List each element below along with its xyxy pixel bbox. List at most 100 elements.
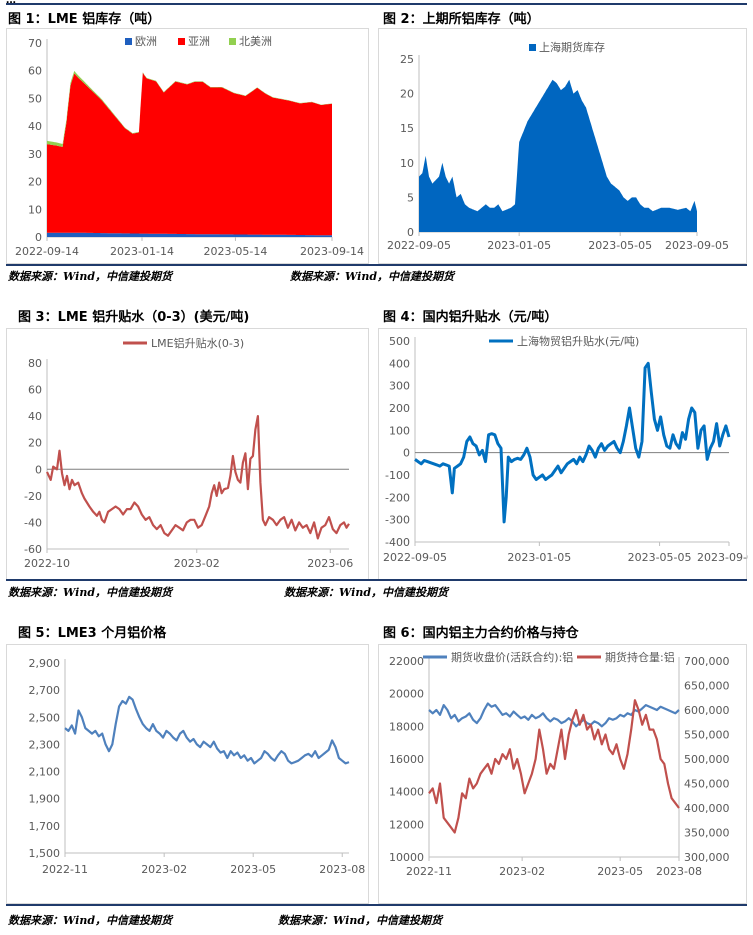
fig4-x-tick: 2023-05-05	[628, 551, 692, 564]
fig1-legend-swatch	[178, 38, 185, 45]
fig3-y-tick: 20	[28, 437, 42, 450]
fig6-y-tick: 20000	[389, 688, 424, 701]
fig5-x-tick: 2023-08	[319, 863, 365, 876]
fig3-x-tick: 2023-06	[307, 557, 353, 570]
fig6-y2-tick: 650,000	[684, 680, 730, 693]
fig6-y-tick: 10000	[389, 851, 424, 864]
fig5-y-tick: 2,700	[29, 684, 61, 697]
fig4-y-tick: 500	[389, 335, 410, 348]
fig1-x-tick: 2023-09-14	[300, 245, 364, 258]
fig3-y-tick: 40	[28, 410, 42, 423]
fig1-x-tick: 2023-05-14	[203, 245, 267, 258]
fig6-chart: 10000 12000 14000 16000 18000 20000 22000 300,0…	[389, 650, 730, 878]
fig5-panel: 1,500 1,700 1,900 2,100 2,300 2,500 2,700 2,900…	[6, 644, 369, 904]
fig5-y-tick: 1,500	[29, 847, 61, 860]
fig6-source: 数据来源：Wind，中信建投期货	[278, 914, 443, 927]
fig3-series-line	[46, 415, 350, 540]
fig3-y-tick: -20	[24, 490, 42, 503]
fig2-source: 数据来源：Wind，中信建投期货	[290, 270, 455, 283]
fig4-legend-label: 上海物贸铝升贴水(元/吨)	[517, 334, 639, 348]
fig2-x-tick: 2023-09-05	[665, 239, 729, 252]
fig6-series-line	[428, 699, 680, 834]
fig4-y-tick: -400	[385, 536, 410, 549]
fig6-y2-tick: 350,000	[684, 827, 730, 840]
fig2-y-tick: 15	[400, 122, 414, 135]
fig4-title: 图 4：国内铝升贴水（元/吨）	[383, 310, 558, 325]
fig3-y-tick: 80	[28, 357, 42, 370]
fig4-series-line	[414, 361, 731, 524]
fig3-y-tick: -40	[24, 516, 42, 529]
fig1-y-tick: 0	[35, 231, 42, 244]
fig2-y-tick: 10	[400, 157, 414, 170]
fig5-x-tick: 2022-11	[42, 863, 88, 876]
fig6-y2-tick: 550,000	[684, 729, 730, 742]
fig1-y-tick: 70	[28, 37, 42, 50]
fig1-series-area	[47, 232, 332, 237]
fig6-series-line	[428, 702, 680, 728]
fig4-y-tick: 400	[389, 357, 410, 370]
fig5-y-tick: 2,300	[29, 738, 61, 751]
fig5-chart: 1,500 1,700 1,900 2,100 2,300 2,500 2,700 2,900…	[29, 657, 366, 876]
fig1-y-tick: 40	[28, 120, 42, 133]
fig3-x-tick: 2022-10	[24, 557, 70, 570]
fig6-x-tick: 2023-08	[656, 865, 702, 878]
fig3-legend-label: LME铝升贴水(0-3)	[151, 336, 244, 350]
fig6-y-tick: 16000	[389, 753, 424, 766]
fig4-y-tick: 300	[389, 380, 410, 393]
fig6-y-tick: 14000	[389, 786, 424, 799]
fig3-y-tick: 60	[28, 384, 42, 397]
fig6-x-tick: 2023-05	[597, 865, 643, 878]
fig1-x-tick: 2023-01-14	[110, 245, 174, 258]
rule-top	[6, 3, 747, 5]
fig6-title: 图 6：国内铝主力合约价格与持仓	[383, 626, 579, 641]
fig6-y2-tick: 400,000	[684, 802, 730, 815]
fig4-y-tick: -300	[385, 514, 410, 527]
rule-3	[6, 904, 747, 906]
fig4-chart: -400 -300 -200 -100 0 100 200 300 400 500 2022-09-…	[383, 334, 748, 564]
fig1-legend-label: 亚洲	[188, 35, 210, 48]
fig4-y-tick: 100	[389, 424, 410, 437]
fig4-y-tick: -100	[385, 469, 410, 482]
fig6-y2-tick: 700,000	[684, 655, 730, 668]
fig3-panel: -60 -40 -20 0 20 40 60 80 2022-10 2023-02 2023-06 L…	[6, 328, 369, 580]
fig4-x-tick: 2022-09-05	[383, 551, 447, 564]
fig5-x-tick: 2023-05	[230, 863, 276, 876]
fig5-y-tick: 2,500	[29, 711, 61, 724]
fig2-x-tick: 2022-09-05	[387, 239, 451, 252]
fig2-legend-label: 上海期货库存	[539, 40, 605, 54]
fig1-x-tick: 2022-09-14	[15, 245, 79, 258]
fig6-y2-tick: 300,000	[684, 851, 730, 864]
fig6-legend-label: 期货持仓量:铝	[605, 650, 675, 664]
fig1-legend-label: 北美洲	[239, 35, 272, 48]
fig1-y-tick: 20	[28, 176, 42, 189]
fig4-panel: -400 -300 -200 -100 0 100 200 300 400 500 2022-09-…	[378, 328, 748, 580]
fig6-y-tick: 18000	[389, 720, 424, 733]
fig1-y-tick: 60	[28, 65, 42, 78]
fig6-y2-tick: 500,000	[684, 753, 730, 766]
fig1-y-tick: 30	[28, 148, 42, 161]
fig5-source: 数据来源：Wind，中信建投期货	[8, 914, 173, 927]
fig3-title: 图 3：LME 铝升贴水（0-3）(美元/吨)	[18, 310, 250, 325]
fig2-y-tick: 5	[407, 191, 414, 204]
fig5-series-line	[64, 695, 350, 765]
fig2-chart: 0 5 10 15 20 25 2022-09-05 2023-01-05 2023-05-05…	[387, 40, 729, 252]
fig4-y-tick: 200	[389, 402, 410, 415]
fig4-x-tick: 2023-09-05	[697, 551, 748, 564]
fig3-y-tick: 0	[35, 463, 42, 476]
fig3-y-tick: -60	[24, 543, 42, 556]
fig5-y-tick: 1,700	[29, 820, 61, 833]
fig1-title: 图 1：LME 铝库存（吨）	[8, 12, 161, 27]
fig2-panel: 0 5 10 15 20 25 2022-09-05 2023-01-05 2023-05-05…	[378, 28, 747, 264]
fig5-x-tick: 2023-02	[141, 863, 187, 876]
fig6-y2-tick: 450,000	[684, 778, 730, 791]
fig3-chart: -60 -40 -20 0 20 40 60 80 2022-10 2023-02 2023-06 L…	[24, 336, 353, 570]
fig1-y-tick: 10	[28, 203, 42, 216]
fig2-x-tick: 2023-05-05	[588, 239, 652, 252]
fig5-y-tick: 2,900	[29, 657, 61, 670]
fig5-y-tick: 1,900	[29, 793, 61, 806]
fig6-y-tick: 12000	[389, 818, 424, 831]
fig1-series-area	[47, 72, 332, 236]
fig1-legend-label: 欧洲	[135, 35, 157, 48]
fig4-x-tick: 2023-01-05	[507, 551, 571, 564]
fig5-y-tick: 2,100	[29, 766, 61, 779]
